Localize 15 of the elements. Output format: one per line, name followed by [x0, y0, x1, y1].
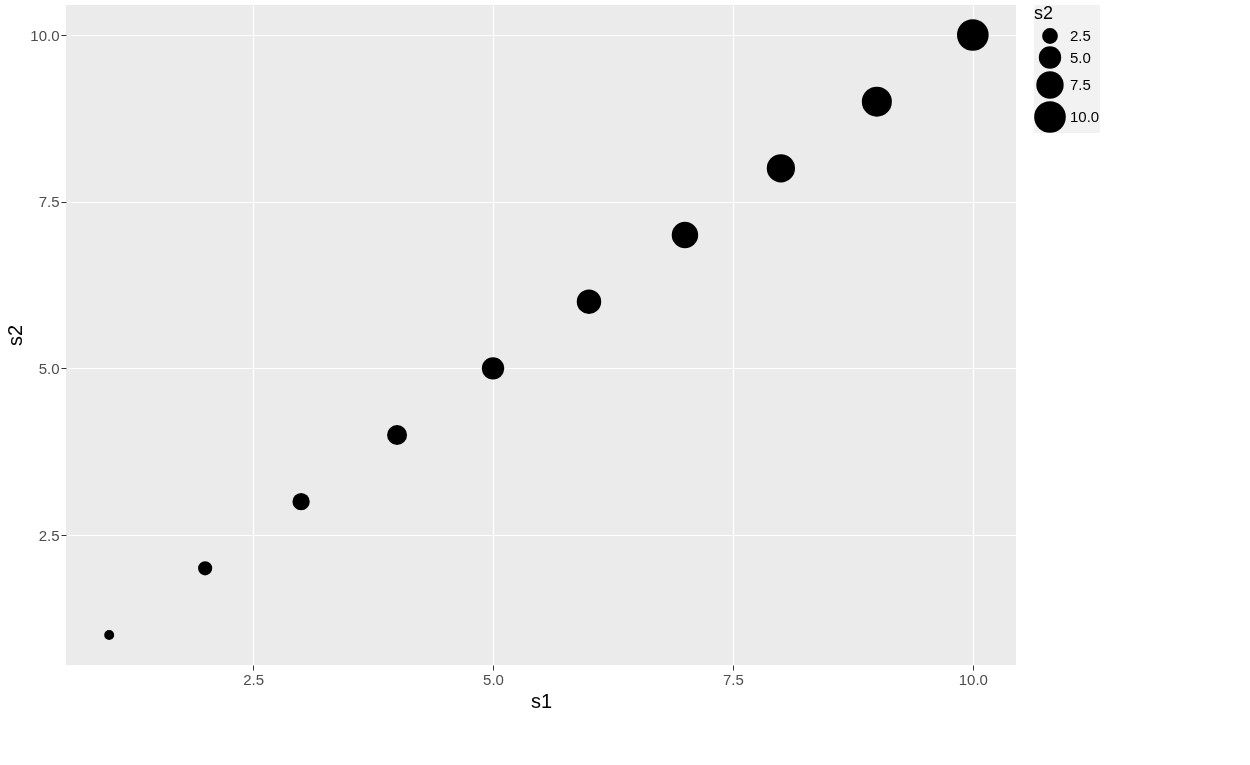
- y-axis-title: s2: [4, 324, 27, 347]
- x-tick-label: 7.5: [722, 670, 744, 688]
- x-tick-label: 5.0: [483, 670, 504, 688]
- y-tick-label: 2.5: [38, 526, 60, 544]
- legend-title: s2: [1034, 3, 1054, 23]
- legend-label: 5.0: [1070, 48, 1091, 66]
- y-tick-label: 7.5: [38, 193, 60, 211]
- legend-label: 7.5: [1070, 76, 1091, 93]
- x-axis-title: s1: [530, 689, 553, 712]
- x-tick-label: 2.5: [243, 670, 265, 688]
- x-tick-label: 10.0: [958, 670, 988, 688]
- legend-label: 2.5: [1070, 27, 1091, 44]
- y-tick-label: 10.0: [30, 26, 60, 44]
- y-tick-label: 5.0: [38, 359, 60, 377]
- legend-label: 10.0: [1070, 108, 1100, 125]
